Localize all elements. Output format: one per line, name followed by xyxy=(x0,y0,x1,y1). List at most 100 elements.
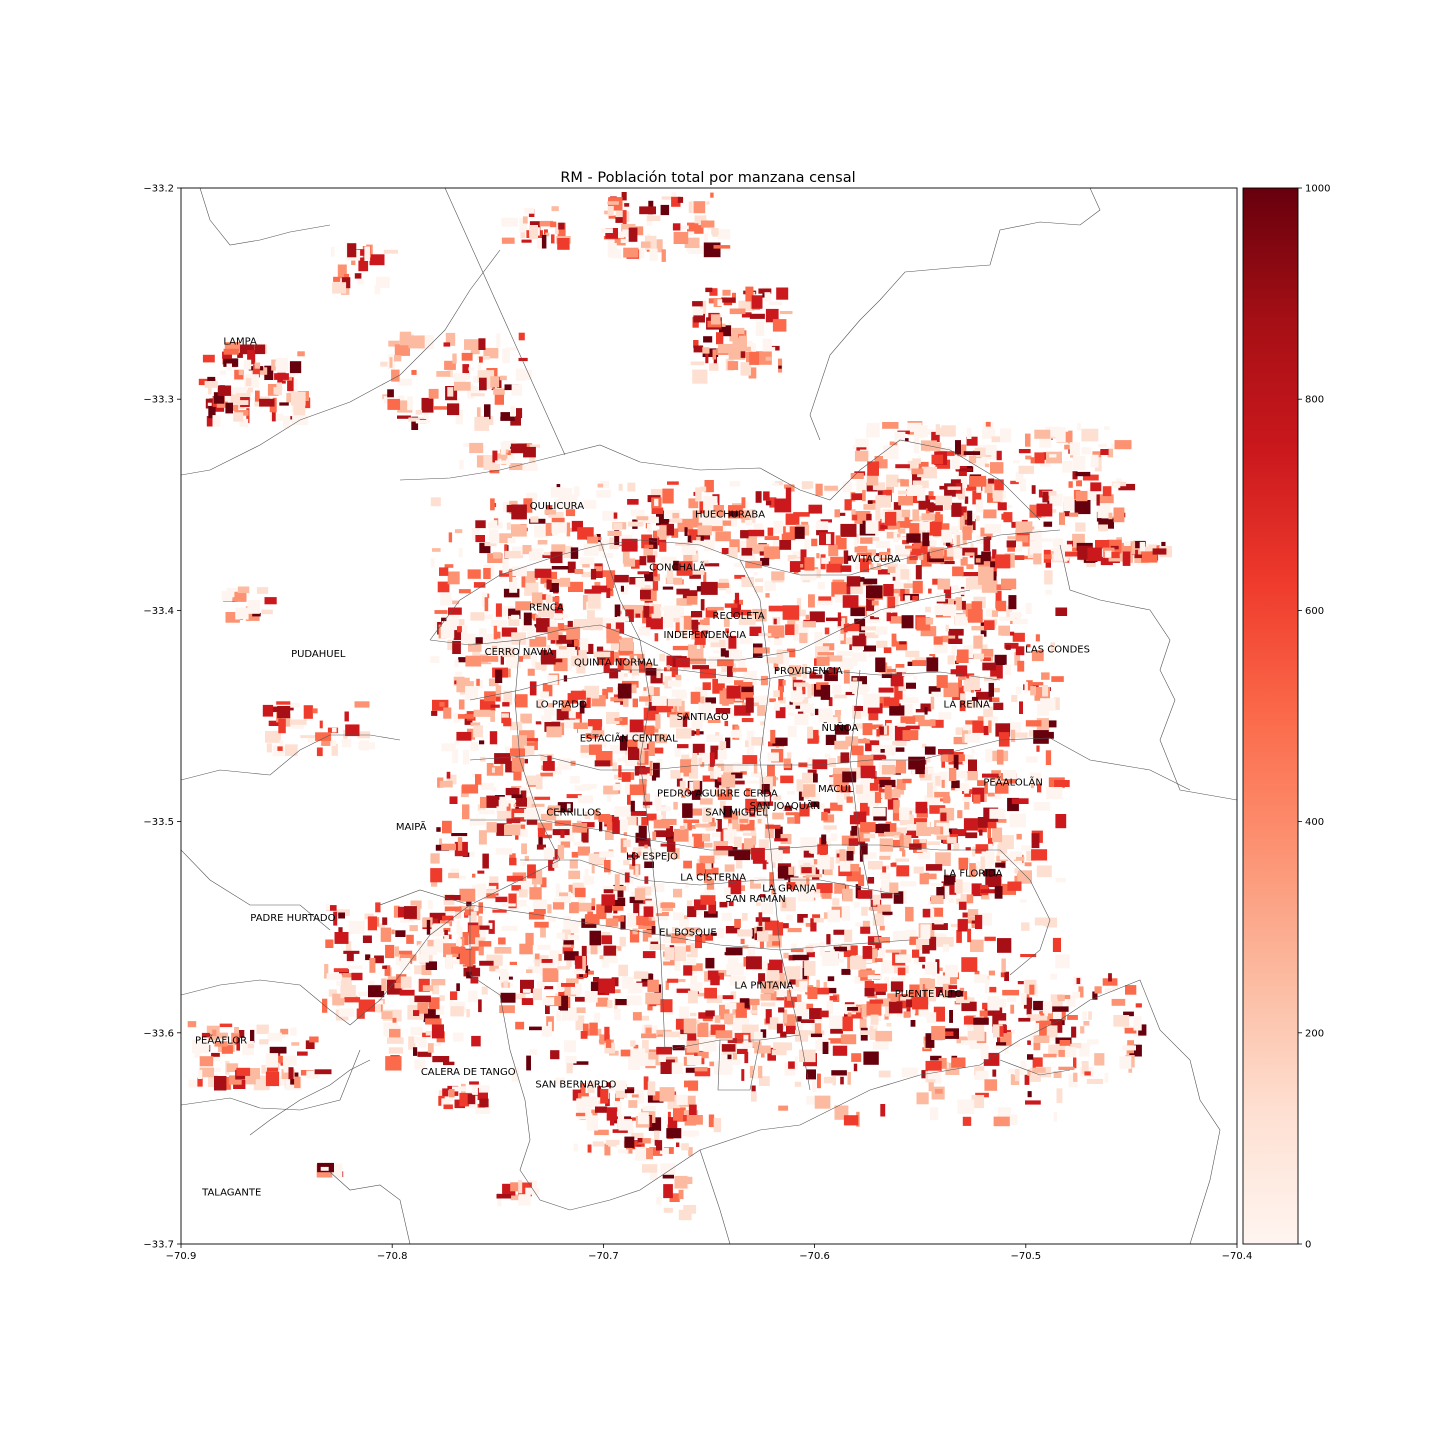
commune-boundary xyxy=(469,669,1001,701)
census-block xyxy=(564,719,580,728)
census-block xyxy=(451,833,468,837)
census-block xyxy=(552,596,560,602)
census-block xyxy=(814,631,823,646)
census-block xyxy=(556,649,562,661)
census-block xyxy=(1027,1054,1034,1060)
census-block xyxy=(1026,851,1036,861)
census-block xyxy=(415,410,423,415)
census-block xyxy=(801,481,811,490)
census-block xyxy=(1020,555,1034,560)
census-block xyxy=(684,237,700,248)
census-block xyxy=(504,544,508,557)
census-block xyxy=(620,585,624,592)
census-block xyxy=(912,543,928,554)
census-block xyxy=(574,902,592,912)
census-block xyxy=(964,793,971,797)
census-block xyxy=(716,582,730,588)
census-block xyxy=(570,690,586,700)
census-block xyxy=(717,229,731,240)
census-block xyxy=(834,740,849,750)
census-block xyxy=(655,911,669,917)
census-block xyxy=(775,801,785,811)
census-block xyxy=(1000,428,1012,443)
census-block xyxy=(641,743,655,750)
census-block xyxy=(255,390,260,402)
census-block xyxy=(841,835,855,846)
census-block xyxy=(543,620,557,630)
census-block xyxy=(676,988,692,993)
census-block xyxy=(794,624,799,635)
census-block xyxy=(587,1144,592,1153)
census-block xyxy=(312,708,318,714)
census-block xyxy=(900,703,913,719)
census-block xyxy=(414,965,429,975)
census-block xyxy=(833,929,845,935)
census-block xyxy=(788,1061,796,1069)
census-block xyxy=(573,619,590,629)
census-block xyxy=(967,510,973,526)
census-block xyxy=(823,808,831,814)
census-block xyxy=(673,828,689,842)
census-block xyxy=(772,941,780,946)
census-block xyxy=(843,669,850,684)
census-block xyxy=(829,995,837,1001)
census-block xyxy=(1059,512,1065,525)
census-block xyxy=(767,752,779,762)
census-block xyxy=(1063,496,1074,512)
census-block xyxy=(649,1003,657,1007)
census-block xyxy=(394,1025,401,1032)
census-block xyxy=(757,819,762,824)
commune-boundary xyxy=(999,1059,1071,1076)
census-block xyxy=(808,504,823,514)
census-block xyxy=(691,790,701,800)
census-block xyxy=(1075,471,1091,477)
census-block xyxy=(615,622,625,634)
census-block xyxy=(709,363,719,371)
census-block xyxy=(922,1047,932,1052)
census-block xyxy=(806,1003,814,1010)
census-block xyxy=(745,286,754,302)
census-block xyxy=(710,314,721,325)
census-block xyxy=(514,813,526,818)
census-block xyxy=(1066,995,1076,1007)
census-block xyxy=(719,901,728,908)
census-block xyxy=(788,955,795,961)
census-block xyxy=(819,941,825,956)
census-block xyxy=(879,838,893,852)
census-block xyxy=(948,898,955,904)
census-block xyxy=(878,948,885,958)
census-block xyxy=(688,245,704,255)
census-block xyxy=(675,1018,689,1030)
census-block xyxy=(860,801,870,816)
census-block xyxy=(698,757,702,765)
census-block xyxy=(836,650,854,657)
census-block xyxy=(807,726,814,739)
census-block xyxy=(617,1149,629,1154)
census-block xyxy=(633,847,649,851)
census-block xyxy=(747,343,756,353)
census-block xyxy=(1035,634,1040,642)
census-block xyxy=(1034,1023,1040,1036)
census-block xyxy=(926,539,937,547)
census-block xyxy=(855,723,869,729)
census-block xyxy=(1033,1041,1041,1051)
census-block xyxy=(861,1004,868,1018)
census-block xyxy=(916,1092,929,1105)
census-block xyxy=(509,983,513,987)
census-block xyxy=(672,223,681,231)
census-block xyxy=(867,703,883,714)
census-block xyxy=(683,1115,691,1122)
census-block xyxy=(201,1032,210,1038)
commune-label: INDEPENDENCIA xyxy=(664,630,747,641)
census-block xyxy=(875,1030,893,1042)
census-block xyxy=(522,463,538,472)
census-block xyxy=(488,678,499,687)
census-block xyxy=(672,926,679,932)
census-block xyxy=(566,1063,573,1074)
census-block xyxy=(649,1166,658,1180)
census-block xyxy=(383,396,390,404)
census-block xyxy=(579,700,585,714)
census-block xyxy=(983,422,994,435)
census-block xyxy=(496,801,500,814)
census-block xyxy=(1018,449,1031,454)
